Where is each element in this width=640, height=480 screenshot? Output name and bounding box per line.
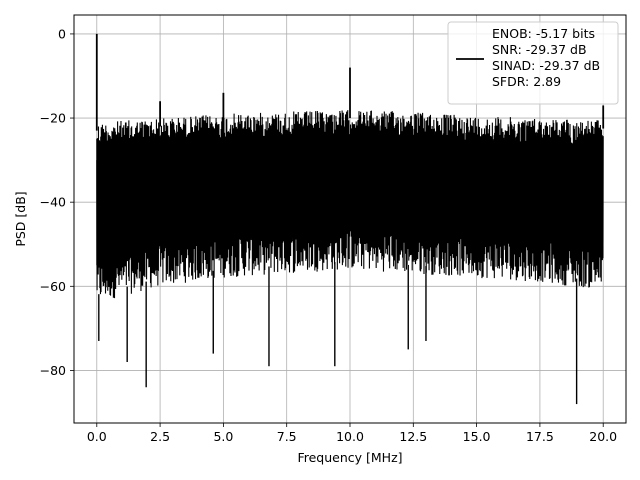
plot-area [95, 33, 605, 405]
legend-entry-text: SNR: -29.37 dB [492, 42, 587, 57]
x-tick-label: 17.5 [526, 429, 554, 444]
y-axis-title: PSD [dB] [13, 191, 28, 246]
x-tick-label: 2.5 [150, 429, 170, 444]
psd-trace [96, 110, 604, 299]
y-tick-label: −60 [40, 279, 66, 294]
x-tick-label: 12.5 [399, 429, 427, 444]
x-tick-label: 0.0 [87, 429, 107, 444]
x-axis-title: Frequency [MHz] [297, 450, 402, 465]
y-tick-label: −40 [40, 195, 66, 210]
y-tick-label: −80 [40, 363, 66, 378]
legend-entry-text: ENOB: -5.17 bits [492, 26, 595, 41]
legend-entry-text: SFDR: 2.89 [492, 74, 561, 89]
x-tick-label: 7.5 [277, 429, 297, 444]
y-tick-label: 0 [58, 26, 66, 41]
x-tick-label: 5.0 [213, 429, 233, 444]
legend-box [447, 21, 619, 105]
x-tick-label: 15.0 [463, 429, 491, 444]
y-tick-label: −20 [40, 111, 66, 126]
axes-ticks: 0.0 2.5 5.0 7.5 10.0 12.5 15.0 17.5 20.0 0 −20 −40 −… [40, 26, 618, 444]
legend-entry-text: SINAD: -29.37 dB [492, 58, 600, 73]
x-tick-label: 20.0 [589, 429, 617, 444]
x-tick-label: 10.0 [336, 429, 364, 444]
